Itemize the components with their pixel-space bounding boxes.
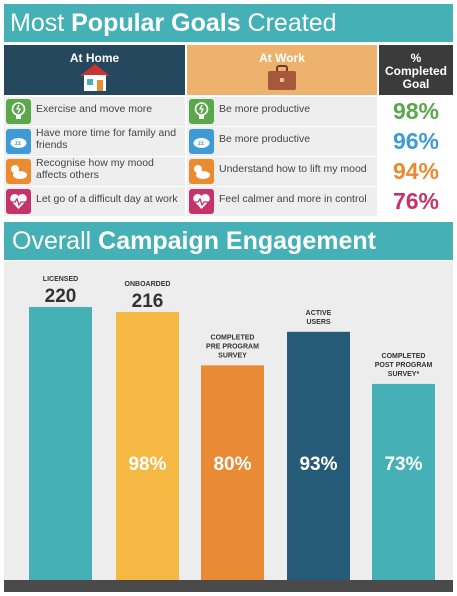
percent-label: 73% (384, 454, 422, 475)
goal-percent: 96% (379, 127, 453, 156)
work-goal-text: Be more productive (219, 133, 311, 145)
goals-title-part2: Created (240, 9, 337, 37)
category-label: SURVEY (218, 352, 247, 359)
category-label: COMPLETED (211, 334, 255, 341)
goal-percent: 94% (379, 157, 453, 186)
home-goal-text: Recognise how my mood affects others (36, 157, 154, 181)
category-label: PRE PROGRAM (206, 343, 259, 350)
value-label: 220 (45, 286, 77, 307)
home-goal-cell: Exercise and move more (4, 97, 185, 126)
category-label: LICENSED (43, 276, 78, 283)
goals-title-bold: Popular Goals (71, 9, 241, 37)
home-goal-text: Have more time for family and friends (36, 127, 177, 151)
percent-label: 98% (128, 454, 166, 475)
lightbulb-icon (189, 99, 214, 124)
pct-header-line2: Completed (384, 64, 447, 78)
home-goal-text: Let go of a difficult day at work (36, 193, 178, 205)
house-icon (79, 64, 110, 91)
work-goal-text: Feel calmer and more in control (219, 193, 367, 205)
chart-baseline (4, 580, 453, 592)
goal-row: Recognise how my mood affects others Und… (4, 157, 453, 187)
at-home-header: At Home (4, 45, 185, 95)
heart-pulse-icon (189, 189, 214, 214)
sleep-cloud-icon: zz (6, 129, 31, 154)
percent-label: 80% (213, 454, 251, 475)
category-label: POST PROGRAM (375, 362, 433, 369)
category-label: ACTIVE (306, 310, 332, 317)
briefcase-icon (268, 65, 296, 90)
category-label: ONBOARDED (125, 281, 171, 288)
engagement-title-bold: Campaign Engagement (98, 227, 376, 255)
bar (201, 365, 264, 580)
category-label: COMPLETED (382, 353, 426, 360)
sleep-cloud-icon: zz (189, 129, 214, 154)
engagement-title-banner: Overall Campaign Engagement (4, 222, 453, 260)
engagement-title-part1: Overall (12, 227, 99, 255)
pct-header-line1: % (410, 51, 422, 65)
heart-pulse-icon (6, 189, 31, 214)
goal-row: Exercise and move more Be more productiv… (4, 97, 453, 127)
value-label: 216 (132, 291, 164, 312)
goal-row: zz Have more time for family and friends… (4, 127, 453, 157)
work-goal-text: Be more productive (219, 103, 311, 115)
at-home-label: At Home (69, 51, 120, 65)
goal-row: Let go of a difficult day at work Feel c… (4, 187, 453, 217)
svg-text:zz: zz (198, 141, 204, 147)
goals-title-part1: Most (10, 9, 72, 37)
home-goal-cell: Let go of a difficult day at work (4, 187, 185, 216)
work-goal-cell: Be more productive (187, 97, 377, 126)
sun-cloud-icon (189, 159, 214, 184)
bar (116, 311, 179, 580)
work-goal-cell: zz Be more productive (187, 127, 377, 156)
home-goal-cell: zz Have more time for family and friends (4, 127, 185, 156)
bar (287, 331, 350, 580)
percent-completed-header: % Completed Goal (379, 45, 453, 95)
sun-cloud-icon (6, 159, 31, 184)
goal-percent: 98% (379, 97, 453, 126)
at-work-header: At Work (187, 45, 377, 95)
pct-header-line3: Goal (402, 77, 430, 91)
home-goal-cell: Recognise how my mood affects others (4, 157, 185, 186)
work-goal-text: Understand how to lift my mood (219, 163, 367, 175)
lightbulb-icon (6, 99, 31, 124)
category-label: SURVEY* (388, 371, 420, 378)
percent-label: 93% (299, 454, 337, 475)
bar (29, 307, 92, 580)
home-goal-text: Exercise and move more (36, 103, 153, 115)
category-label: USERS (306, 319, 330, 326)
bar (372, 383, 435, 580)
goal-percent: 76% (379, 187, 453, 216)
work-goal-cell: Feel calmer and more in control (187, 187, 377, 216)
at-work-label: At Work (259, 51, 305, 65)
goals-title-banner: Most Popular Goals Created (4, 4, 453, 42)
svg-text:zz: zz (15, 141, 21, 147)
work-goal-cell: Understand how to lift my mood (187, 157, 377, 186)
